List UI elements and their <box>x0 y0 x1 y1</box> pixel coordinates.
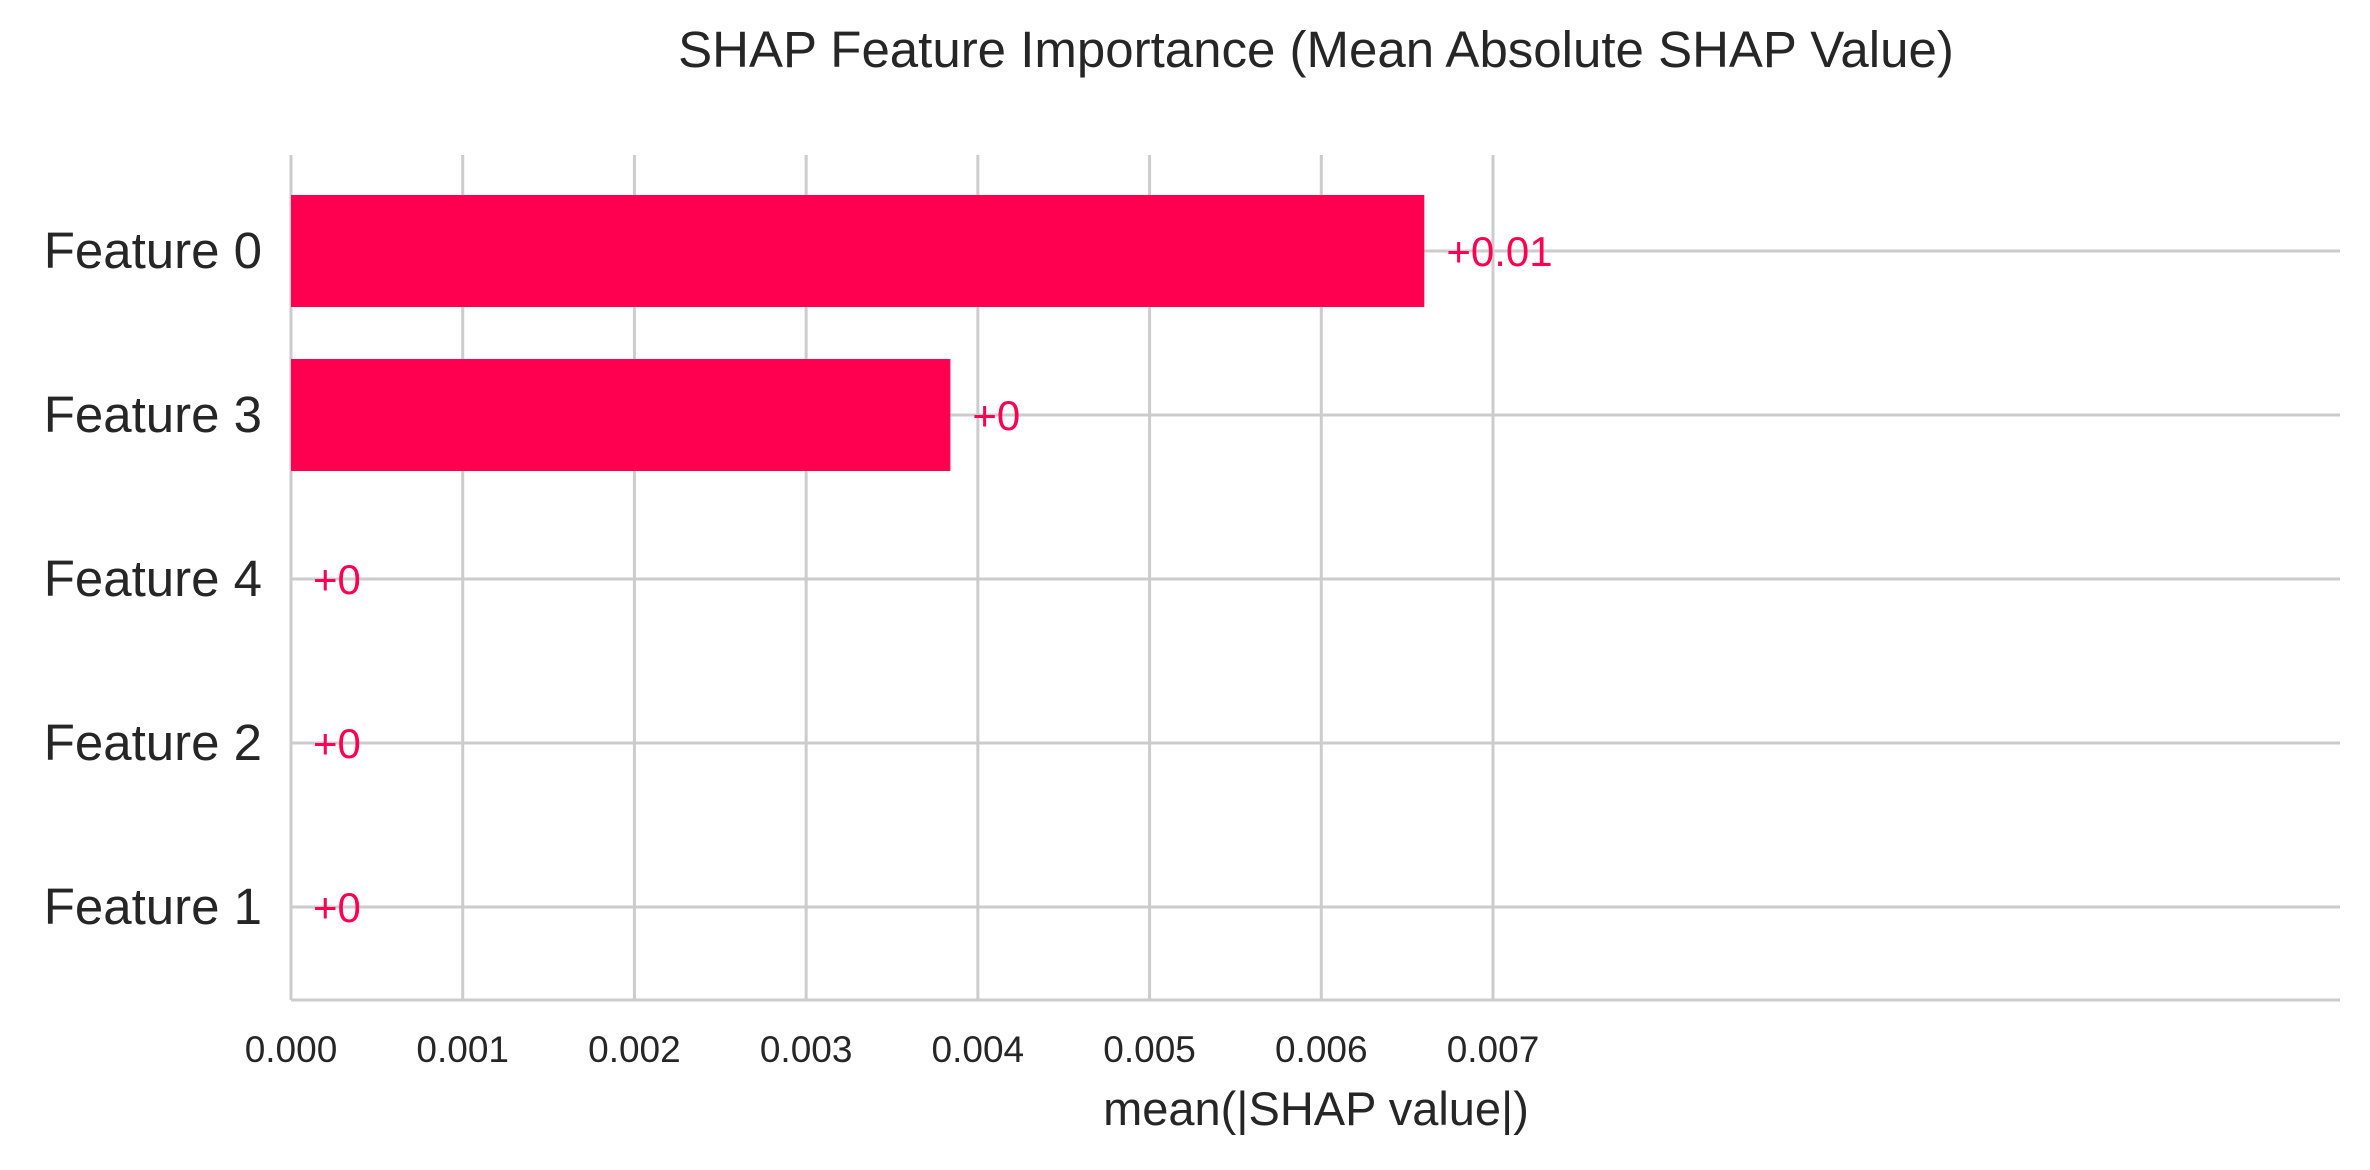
value-label: +0.01 <box>1446 228 1552 275</box>
value-label: +0 <box>313 556 361 603</box>
chart-title: SHAP Feature Importance (Mean Absolute S… <box>678 21 1954 78</box>
x-tick-label: 0.004 <box>932 1029 1025 1070</box>
value-label: +0 <box>313 720 361 767</box>
x-axis-label: mean(|SHAP value|) <box>1103 1082 1529 1135</box>
x-tick-label: 0.006 <box>1275 1029 1368 1070</box>
x-tick-labels: 0.000 0.001 0.002 0.003 0.004 0.005 0.006 0.007 <box>245 1029 1540 1070</box>
x-tick-label: 0.007 <box>1447 1029 1540 1070</box>
y-tick-label: Feature 1 <box>44 878 262 935</box>
x-tick-label: 0.005 <box>1103 1029 1196 1070</box>
y-tick-label: Feature 0 <box>44 222 262 279</box>
x-tick-label: 0.003 <box>760 1029 853 1070</box>
y-tick-label: Feature 2 <box>44 714 262 771</box>
x-tick-label: 0.000 <box>245 1029 338 1070</box>
y-tick-label: Feature 3 <box>44 386 262 443</box>
value-label: +0 <box>313 884 361 931</box>
value-label: +0 <box>972 392 1020 439</box>
value-labels: +0.01 +0 +0 +0 +0 <box>313 228 1553 931</box>
x-tick-label: 0.002 <box>588 1029 681 1070</box>
y-tick-label: Feature 4 <box>44 550 262 607</box>
bar-feature-0 <box>291 195 1425 307</box>
bars <box>291 195 1425 471</box>
x-tick-label: 0.001 <box>416 1029 509 1070</box>
bar-feature-3 <box>291 359 951 471</box>
y-tick-labels: Feature 0 Feature 3 Feature 4 Feature 2 Feat… <box>44 222 262 935</box>
